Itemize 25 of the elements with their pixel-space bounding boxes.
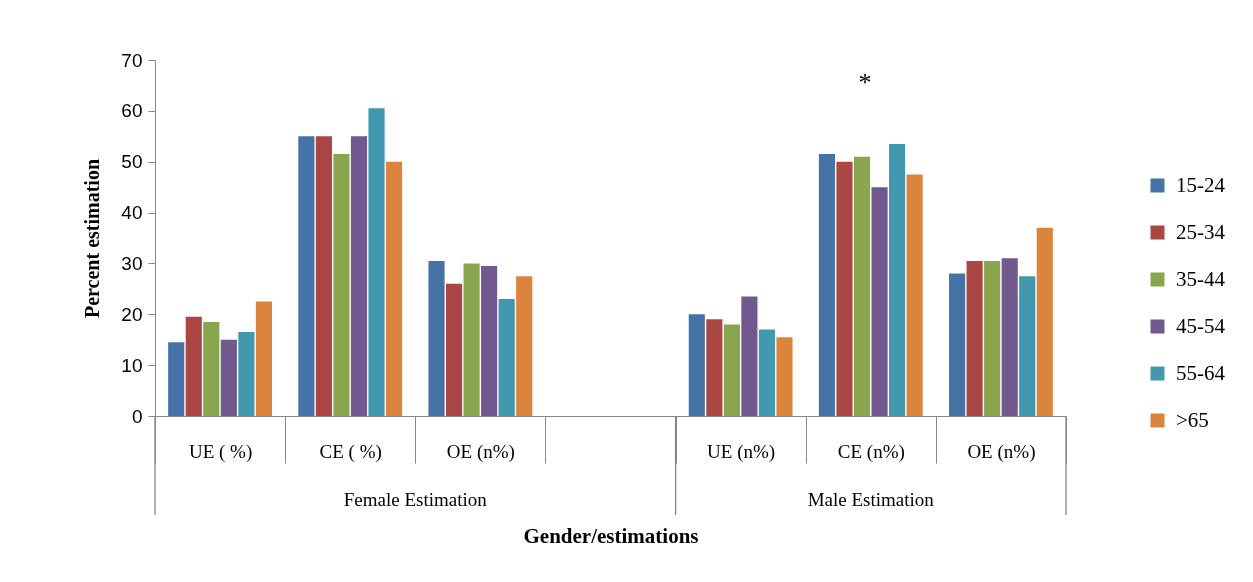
- y-axis-title: Percent estimation: [81, 158, 104, 319]
- y-tick-label: 20: [121, 303, 143, 325]
- y-tick-label: 50: [121, 151, 143, 173]
- x-tick-label: OE (n%): [967, 440, 1036, 463]
- x-tick-label: OE (n%): [446, 440, 515, 463]
- text: Male Estimation: [807, 489, 935, 510]
- annotation: *: [858, 68, 872, 97]
- legend-label: >65: [1176, 407, 1209, 432]
- x-tick-label: UE (n%): [707, 440, 776, 463]
- legend-label: 15-24: [1176, 172, 1226, 197]
- x-tick-label: CE (n%): [837, 440, 905, 463]
- y-tick-label: 0: [131, 405, 143, 427]
- y-tick-label: 30: [121, 252, 143, 274]
- x-axis-title: Gender/estimations: [523, 523, 699, 548]
- text: Female Estimation: [343, 489, 488, 510]
- legend-label: 25-34: [1176, 219, 1226, 244]
- x-tick-label: UE ( %): [188, 440, 253, 463]
- y-tick-label: 40: [121, 202, 143, 224]
- y-tick-label: 60: [121, 100, 143, 122]
- legend-label: 35-44: [1176, 266, 1226, 291]
- y-tick-label: 70: [121, 49, 143, 71]
- x-tick-label: CE ( %): [319, 440, 382, 463]
- y-tick-label: 10: [121, 354, 143, 376]
- legend-label: 45-54: [1176, 313, 1226, 338]
- legend-label: 55-64: [1176, 360, 1226, 385]
